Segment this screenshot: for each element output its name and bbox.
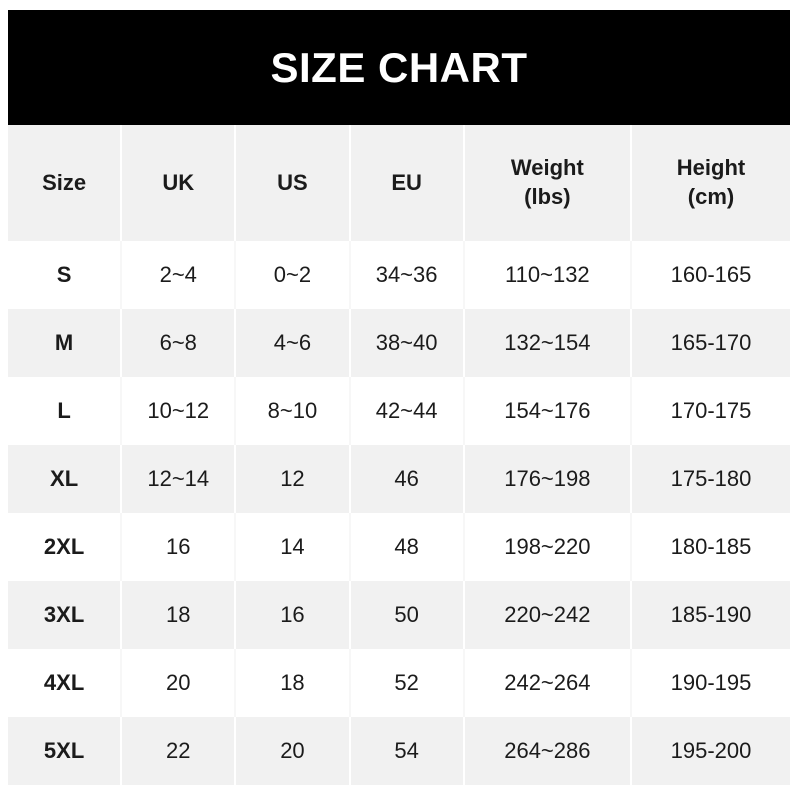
table-row: M 6~8 4~6 38~40 132~154 165-170 — [8, 309, 790, 377]
table-row: 5XL 22 20 54 264~286 195-200 — [8, 717, 790, 785]
cell-eu: 52 — [350, 649, 465, 717]
cell-weight: 264~286 — [464, 717, 633, 785]
column-header-height-line1: Height — [676, 155, 746, 181]
column-header-weight: Weight (lbs) — [464, 125, 633, 241]
column-header-uk: UK — [122, 125, 237, 241]
column-header-height: Height (cm) — [632, 125, 790, 241]
cell-height: 185-190 — [632, 581, 790, 649]
cell-eu: 34~36 — [350, 241, 465, 309]
cell-uk: 22 — [122, 717, 237, 785]
cell-size: 4XL — [8, 649, 123, 717]
cell-us: 18 — [236, 649, 351, 717]
cell-uk: 18 — [122, 581, 237, 649]
cell-size: 3XL — [8, 581, 123, 649]
cell-weight: 132~154 — [464, 309, 633, 377]
cell-uk: 20 — [122, 649, 237, 717]
cell-eu: 48 — [350, 513, 465, 581]
title-banner: SIZE CHART — [8, 10, 790, 125]
cell-weight: 154~176 — [464, 377, 633, 445]
table-row: XL 12~14 12 46 176~198 175-180 — [8, 445, 790, 513]
cell-us: 16 — [236, 581, 351, 649]
cell-height: 180-185 — [632, 513, 790, 581]
cell-weight: 220~242 — [464, 581, 633, 649]
cell-weight: 176~198 — [464, 445, 633, 513]
cell-uk: 6~8 — [122, 309, 237, 377]
cell-us: 0~2 — [236, 241, 351, 309]
table-row: S 2~4 0~2 34~36 110~132 160-165 — [8, 241, 790, 309]
cell-eu: 54 — [350, 717, 465, 785]
cell-size: L — [8, 377, 123, 445]
column-header-height-line2: (cm) — [687, 184, 735, 209]
column-header-weight-line1: Weight — [510, 155, 584, 181]
cell-us: 4~6 — [236, 309, 351, 377]
page-title: SIZE CHART — [270, 43, 528, 91]
table-header: Size UK US EU Weight (lbs) Height (cm) — [8, 125, 790, 241]
cell-height: 175-180 — [632, 445, 790, 513]
cell-weight: 110~132 — [464, 241, 633, 309]
table-row: 2XL 16 14 48 198~220 180-185 — [8, 513, 790, 581]
cell-eu: 46 — [350, 445, 465, 513]
cell-uk: 12~14 — [122, 445, 237, 513]
cell-height: 165-170 — [632, 309, 790, 377]
cell-height: 195-200 — [632, 717, 790, 785]
cell-size: S — [8, 241, 123, 309]
size-chart-table: Size UK US EU Weight (lbs) Height (cm) S… — [8, 125, 790, 785]
cell-eu: 42~44 — [350, 377, 465, 445]
table-row: 3XL 18 16 50 220~242 185-190 — [8, 581, 790, 649]
table-row: L 10~12 8~10 42~44 154~176 170-175 — [8, 377, 790, 445]
cell-us: 8~10 — [236, 377, 351, 445]
cell-height: 190-195 — [632, 649, 790, 717]
table-body: S 2~4 0~2 34~36 110~132 160-165 M 6~8 4~6 38~40 13… — [8, 241, 790, 785]
cell-height: 160-165 — [632, 241, 790, 309]
cell-eu: 38~40 — [350, 309, 465, 377]
cell-weight: 242~264 — [464, 649, 633, 717]
cell-us: 20 — [236, 717, 351, 785]
cell-us: 12 — [236, 445, 351, 513]
cell-uk: 10~12 — [122, 377, 237, 445]
cell-size: 5XL — [8, 717, 123, 785]
column-header-us: US — [236, 125, 351, 241]
cell-us: 14 — [236, 513, 351, 581]
cell-eu: 50 — [350, 581, 465, 649]
table-header-row: Size UK US EU Weight (lbs) Height (cm) — [8, 125, 790, 241]
cell-size: 2XL — [8, 513, 123, 581]
column-header-size: Size — [8, 125, 123, 241]
cell-uk: 16 — [122, 513, 237, 581]
cell-height: 170-175 — [632, 377, 790, 445]
column-header-weight-line2: (lbs) — [524, 184, 571, 209]
cell-uk: 2~4 — [122, 241, 237, 309]
cell-size: XL — [8, 445, 123, 513]
column-header-eu: EU — [350, 125, 465, 241]
table-row: 4XL 20 18 52 242~264 190-195 — [8, 649, 790, 717]
cell-weight: 198~220 — [464, 513, 633, 581]
cell-size: M — [8, 309, 123, 377]
